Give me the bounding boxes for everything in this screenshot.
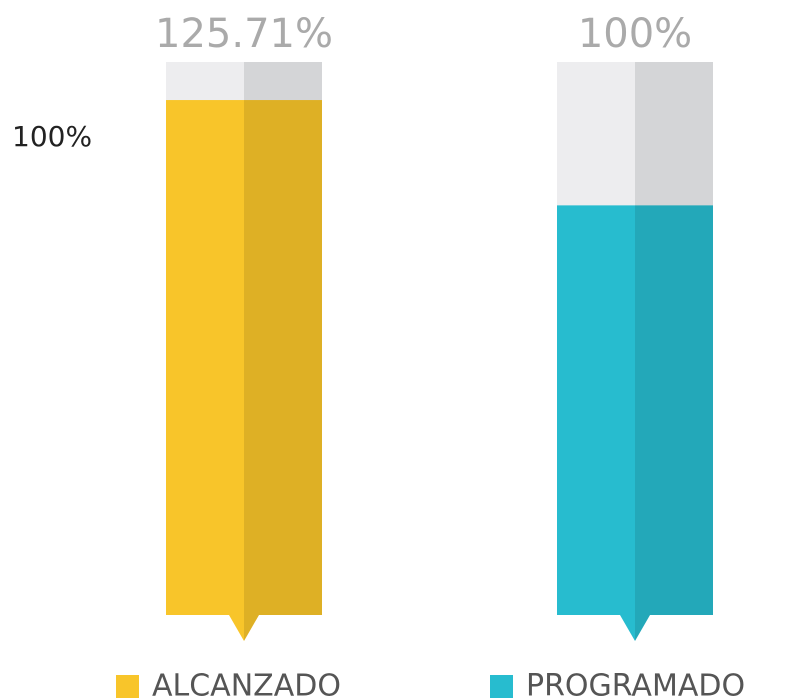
legend-label: ALCANZADO — [152, 669, 341, 698]
value-label: 100% — [578, 11, 692, 57]
legend-label: PROGRAMADO — [526, 669, 745, 698]
bar-pointer-shade — [244, 615, 259, 641]
bar-pointer — [620, 615, 635, 641]
bar — [557, 205, 713, 616]
bar-shade — [244, 100, 322, 616]
bar — [166, 100, 322, 616]
annotation: 100% — [12, 120, 92, 153]
legend-swatch — [490, 675, 513, 698]
value-label: 125.71% — [155, 11, 333, 57]
bar-pointer-shade2 — [244, 615, 259, 641]
legend-swatch — [116, 675, 139, 698]
bar-shade — [635, 205, 713, 616]
bar-pointer-shade — [635, 615, 650, 641]
bar-pointer — [229, 615, 244, 641]
bar-pointer-shade2 — [635, 615, 650, 641]
